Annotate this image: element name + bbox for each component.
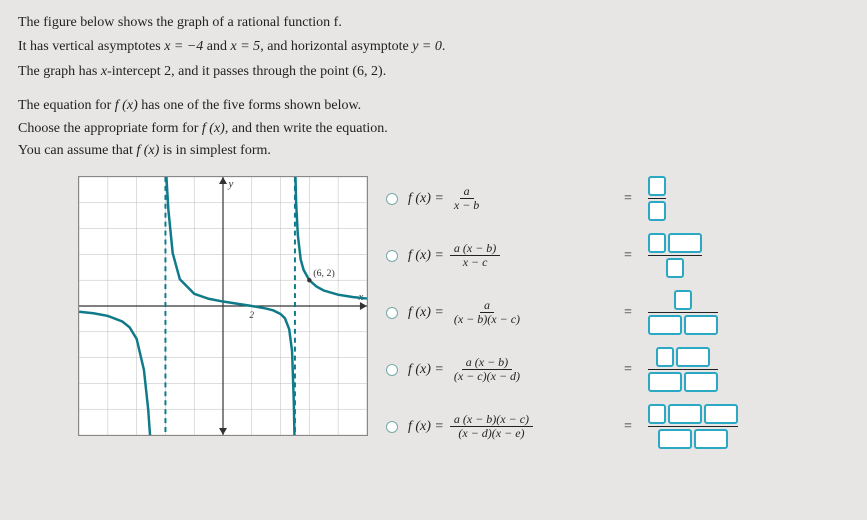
- answer-template-1: [648, 176, 666, 221]
- svg-text:(6, 2): (6, 2): [313, 269, 334, 280]
- options-panel: f (x) =ax − b=f (x) =a (x − b)x − c=f (x…: [386, 172, 849, 461]
- radio-option-1[interactable]: [386, 193, 398, 205]
- equation-form-1: f (x) =ax − b: [408, 185, 608, 214]
- answer-input-box[interactable]: [676, 347, 710, 367]
- graph-svg: yx2(6, 2): [79, 177, 367, 435]
- answer-input-box[interactable]: [648, 176, 666, 196]
- equals-sign: =: [624, 188, 632, 210]
- svg-text:2: 2: [250, 310, 255, 320]
- answer-input-box[interactable]: [684, 315, 718, 335]
- intro-line3: The graph has x-intercept 2, and it pass…: [18, 61, 849, 83]
- answer-input-box[interactable]: [648, 315, 682, 335]
- radio-option-5[interactable]: [386, 421, 398, 433]
- equation-form-2: f (x) =a (x − b)x − c: [408, 242, 608, 271]
- equals-sign: =: [624, 359, 632, 381]
- option-row-1[interactable]: f (x) =ax − b =: [386, 176, 849, 221]
- radio-option-4[interactable]: [386, 364, 398, 376]
- answer-input-box[interactable]: [656, 347, 674, 367]
- equals-sign: =: [624, 416, 632, 438]
- equation-form-5: f (x) =a (x − b)(x − c)(x − d)(x − e): [408, 413, 608, 442]
- answer-input-box[interactable]: [648, 372, 682, 392]
- option-row-4[interactable]: f (x) =a (x − b)(x − c)(x − d) =: [386, 347, 849, 392]
- radio-option-2[interactable]: [386, 250, 398, 262]
- equation-form-4: f (x) =a (x − b)(x − c)(x − d): [408, 356, 608, 385]
- option-row-3[interactable]: f (x) =a(x − b)(x − c) =: [386, 290, 849, 335]
- intro-line1: The figure below shows the graph of a ra…: [18, 12, 849, 34]
- svg-text:y: y: [228, 178, 234, 190]
- intro-text: The figure below shows the graph of a ra…: [18, 12, 849, 83]
- answer-input-box[interactable]: [668, 404, 702, 424]
- option-row-2[interactable]: f (x) =a (x − b)x − c =: [386, 233, 849, 278]
- radio-option-3[interactable]: [386, 307, 398, 319]
- answer-input-box[interactable]: [648, 201, 666, 221]
- prompt-text: The equation for f (x) has one of the fi…: [18, 95, 849, 162]
- answer-input-box[interactable]: [674, 290, 692, 310]
- answer-template-4: [648, 347, 718, 392]
- answer-input-box[interactable]: [694, 429, 728, 449]
- equals-sign: =: [624, 245, 632, 267]
- answer-template-3: [648, 290, 718, 335]
- answer-input-box[interactable]: [658, 429, 692, 449]
- intro-line2: It has vertical asymptotes x = −4 and x …: [18, 36, 849, 58]
- answer-input-box[interactable]: [666, 258, 684, 278]
- answer-input-box[interactable]: [648, 404, 666, 424]
- answer-input-box[interactable]: [704, 404, 738, 424]
- answer-input-box[interactable]: [668, 233, 702, 253]
- equals-sign: =: [624, 302, 632, 324]
- answer-template-2: [648, 233, 702, 278]
- answer-input-box[interactable]: [684, 372, 718, 392]
- option-row-5[interactable]: f (x) =a (x − b)(x − c)(x − d)(x − e) =: [386, 404, 849, 449]
- graph-panel: yx2(6, 2): [78, 176, 368, 436]
- equation-form-3: f (x) =a(x − b)(x − c): [408, 299, 608, 328]
- answer-input-box[interactable]: [648, 233, 666, 253]
- answer-template-5: [648, 404, 738, 449]
